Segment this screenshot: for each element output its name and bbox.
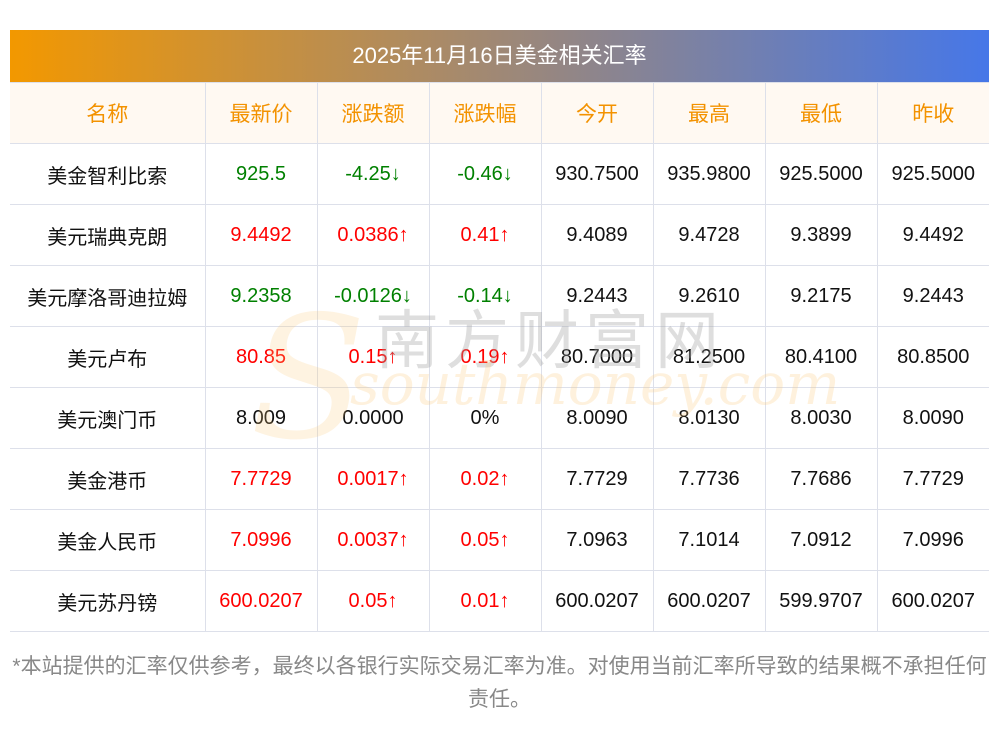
table-row: 美元苏丹镑 600.0207 0.05↑ 0.01↑ 600.0207 600.0207 5… <box>10 570 989 632</box>
cell-prev: 8.0090 <box>876 387 989 449</box>
cell-open: 7.7729 <box>540 448 654 510</box>
cell-change: 0.0037↑ <box>316 509 430 571</box>
cell-pct: 0.05↑ <box>428 509 542 571</box>
cell-latest: 9.4492 <box>204 204 318 266</box>
cell-latest: 7.0996 <box>204 509 318 571</box>
cell-prev: 7.0996 <box>876 509 989 571</box>
cell-open: 7.0963 <box>540 509 654 571</box>
cell-high: 9.2610 <box>652 265 766 327</box>
cell-name: 美金智利比索 <box>10 143 206 205</box>
cell-prev: 9.4492 <box>876 204 989 266</box>
header-latest: 最新价 <box>204 82 318 144</box>
cell-high: 7.1014 <box>652 509 766 571</box>
cell-pct: 0.41↑ <box>428 204 542 266</box>
header-name: 名称 <box>10 82 206 144</box>
cell-low: 80.4100 <box>764 326 878 388</box>
cell-open: 80.7000 <box>540 326 654 388</box>
cell-low: 599.9707 <box>764 570 878 632</box>
cell-open: 9.4089 <box>540 204 654 266</box>
cell-latest: 600.0207 <box>204 570 318 632</box>
cell-prev: 925.5000 <box>876 143 989 205</box>
cell-prev: 7.7729 <box>876 448 989 510</box>
cell-low: 925.5000 <box>764 143 878 205</box>
cell-latest: 925.5 <box>204 143 318 205</box>
table-row: 美金港币 7.7729 0.0017↑ 0.02↑ 7.7729 7.7736 7.7686… <box>10 448 989 510</box>
cell-change: 0.0386↑ <box>316 204 430 266</box>
cell-pct: 0.01↑ <box>428 570 542 632</box>
cell-pct: -0.14↓ <box>428 265 542 327</box>
cell-open: 8.0090 <box>540 387 654 449</box>
header-pct: 涨跌幅 <box>428 82 542 144</box>
cell-name: 美金人民币 <box>10 509 206 571</box>
cell-change: 0.0017↑ <box>316 448 430 510</box>
cell-latest: 80.85 <box>204 326 318 388</box>
header-low: 最低 <box>764 82 878 144</box>
cell-low: 7.0912 <box>764 509 878 571</box>
cell-high: 9.4728 <box>652 204 766 266</box>
cell-change: -0.0126↓ <box>316 265 430 327</box>
cell-high: 81.2500 <box>652 326 766 388</box>
cell-change: 0.0000 <box>316 387 430 449</box>
cell-name: 美金港币 <box>10 448 206 510</box>
cell-name: 美元卢布 <box>10 326 206 388</box>
table-row: 美金智利比索 925.5 -4.25↓ -0.46↓ 930.7500 935.9800 9… <box>10 143 989 205</box>
cell-prev: 80.8500 <box>876 326 989 388</box>
cell-pct: -0.46↓ <box>428 143 542 205</box>
cell-change: 0.05↑ <box>316 570 430 632</box>
cell-prev: 9.2443 <box>876 265 989 327</box>
cell-open: 930.7500 <box>540 143 654 205</box>
cell-name: 美元苏丹镑 <box>10 570 206 632</box>
cell-name: 美元澳门币 <box>10 387 206 449</box>
disclaimer-note: *本站提供的汇率仅供参考，最终以各银行实际交易汇率为准。对使用当前汇率所导致的结… <box>12 655 987 711</box>
cell-high: 935.9800 <box>652 143 766 205</box>
table-row: 美元澳门币 8.009 0.0000 0% 8.0090 8.0130 8.0030 8.00… <box>10 387 989 449</box>
page-title: 2025年11月16日美金相关汇率 <box>10 30 989 82</box>
cell-name: 美元瑞典克朗 <box>10 204 206 266</box>
cell-name: 美元摩洛哥迪拉姆 <box>10 265 206 327</box>
header-change: 涨跌额 <box>316 82 430 144</box>
cell-latest: 8.009 <box>204 387 318 449</box>
cell-pct: 0.02↑ <box>428 448 542 510</box>
cell-change: 0.15↑ <box>316 326 430 388</box>
header-prev: 昨收 <box>876 82 989 144</box>
cell-high: 8.0130 <box>652 387 766 449</box>
cell-open: 9.2443 <box>540 265 654 327</box>
table-row: 美元瑞典克朗 9.4492 0.0386↑ 0.41↑ 9.4089 9.4728 9.38… <box>10 204 989 266</box>
header-high: 最高 <box>652 82 766 144</box>
table-row: 美元摩洛哥迪拉姆 9.2358 -0.0126↓ -0.14↓ 9.2443 9.2610… <box>10 265 989 327</box>
header-open: 今开 <box>540 82 654 144</box>
cell-low: 7.7686 <box>764 448 878 510</box>
cell-pct: 0% <box>428 387 542 449</box>
cell-high: 600.0207 <box>652 570 766 632</box>
cell-low: 9.3899 <box>764 204 878 266</box>
exchange-rate-table: 名称 最新价 涨跌额 涨跌幅 今开 最高 最低 昨收 美金智利比索 925.5 -4… <box>10 82 989 632</box>
cell-change: -4.25↓ <box>316 143 430 205</box>
cell-high: 7.7736 <box>652 448 766 510</box>
cell-latest: 7.7729 <box>204 448 318 510</box>
table-row: 美元卢布 80.85 0.15↑ 0.19↑ 80.7000 81.2500 80.4100… <box>10 326 989 388</box>
cell-pct: 0.19↑ <box>428 326 542 388</box>
table-header-row: 名称 最新价 涨跌额 涨跌幅 今开 最高 最低 昨收 <box>10 82 989 144</box>
cell-low: 8.0030 <box>764 387 878 449</box>
cell-prev: 600.0207 <box>876 570 989 632</box>
cell-low: 9.2175 <box>764 265 878 327</box>
cell-open: 600.0207 <box>540 570 654 632</box>
table-row: 美金人民币 7.0996 0.0037↑ 0.05↑ 7.0963 7.1014 7.091… <box>10 509 989 571</box>
cell-latest: 9.2358 <box>204 265 318 327</box>
